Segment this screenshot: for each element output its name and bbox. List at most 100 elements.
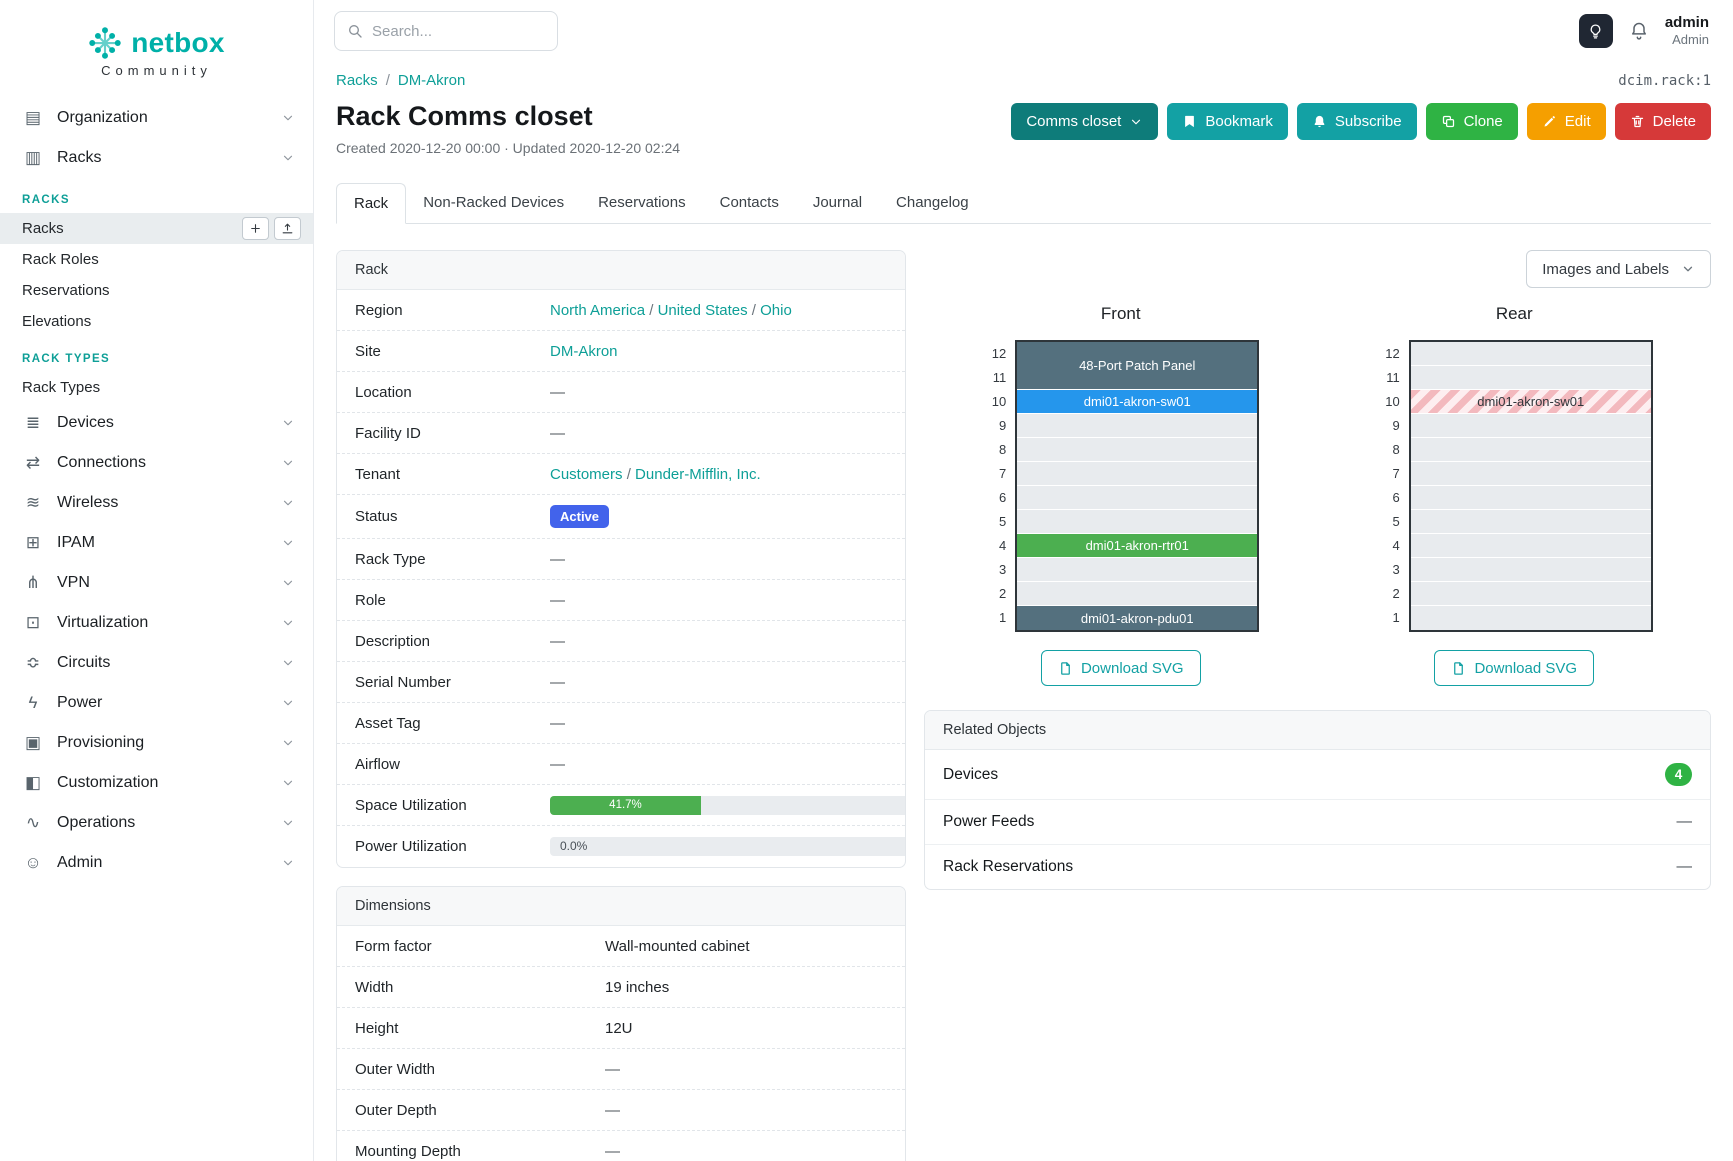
value-link[interactable]: Dunder-Mifflin, Inc. bbox=[635, 465, 761, 483]
tab-rack[interactable]: Rack bbox=[336, 183, 407, 224]
count-badge: 4 bbox=[1665, 763, 1692, 786]
empty-value: — bbox=[605, 1060, 620, 1078]
rack-unit-empty[interactable] bbox=[1410, 534, 1651, 558]
sidebar-item-organization[interactable]: ▤ Organization bbox=[0, 98, 313, 138]
breadcrumb-dm-akron[interactable]: DM-Akron bbox=[397, 72, 466, 89]
attr-value: — bbox=[550, 384, 565, 401]
value-link[interactable]: DM-Akron bbox=[550, 342, 618, 360]
attr-value: — bbox=[550, 674, 565, 691]
rack-unit-empty[interactable] bbox=[1410, 486, 1651, 510]
comms-closet-button[interactable]: Comms closet bbox=[1011, 103, 1159, 140]
attr-row-airflow: Airflow — bbox=[337, 744, 905, 785]
rack-unit-empty[interactable] bbox=[1410, 510, 1651, 534]
rack-unit-dmi01-akron-pdu01[interactable]: dmi01-akron-pdu01 bbox=[1017, 606, 1258, 630]
rack-unit-empty[interactable] bbox=[1017, 486, 1258, 510]
add-button[interactable] bbox=[242, 217, 269, 240]
sidebar-item-devices[interactable]: ≣ Devices bbox=[0, 403, 313, 443]
related-row-devices[interactable]: Devices 4 bbox=[925, 750, 1710, 800]
attr-value: DM-Akron bbox=[550, 343, 618, 360]
rack-unit-empty[interactable] bbox=[1017, 582, 1258, 606]
power-icon: ϟ bbox=[28, 693, 38, 712]
sidebar-item-admin[interactable]: ☺ Admin bbox=[0, 843, 313, 883]
sidebar-item-racks[interactable]: ▥ Racks bbox=[0, 138, 313, 178]
rack-unit-empty[interactable] bbox=[1017, 462, 1258, 486]
sidebar-item-reservations[interactable]: Reservations bbox=[0, 275, 313, 306]
sidebar-item-rack-types[interactable]: Rack Types bbox=[0, 372, 313, 403]
tab-journal[interactable]: Journal bbox=[796, 183, 879, 224]
dimensions-card: Dimensions Form factor Wall-mounted cabi… bbox=[336, 886, 906, 1161]
sidebar-item-connections[interactable]: ⇄ Connections bbox=[0, 443, 313, 483]
attr-value: Wall-mounted cabinet bbox=[605, 938, 750, 955]
clone-button[interactable]: Clone bbox=[1425, 103, 1518, 140]
sidebar-item-vpn[interactable]: ⋔ VPN bbox=[0, 563, 313, 603]
search-box[interactable] bbox=[334, 11, 571, 51]
value-link[interactable]: United States bbox=[657, 301, 748, 319]
rack-unit-dmi01-akron-rtr01[interactable]: dmi01-akron-rtr01 bbox=[1017, 534, 1258, 558]
images-and-labels-label: Images and Labels bbox=[1542, 260, 1669, 278]
sidebar-item-virtualization[interactable]: ⊡ Virtualization bbox=[0, 603, 313, 643]
rack-elevation-rear: Rear 12 11 10 9 8 7 6 5 4 3 2 1 dmi01-akron-sw01 Do… bbox=[1376, 304, 1653, 686]
rack-unit-empty[interactable] bbox=[1017, 558, 1258, 582]
chevron-down-icon bbox=[281, 656, 295, 670]
bookmark-button[interactable]: Bookmark bbox=[1167, 103, 1288, 140]
rack-unit-empty[interactable] bbox=[1410, 606, 1651, 630]
rack-unit-empty[interactable] bbox=[1410, 558, 1651, 582]
rack-unit-empty[interactable] bbox=[1410, 438, 1651, 462]
user-menu[interactable]: admin Admin bbox=[1665, 14, 1709, 49]
related-row-power-feeds[interactable]: Power Feeds — bbox=[925, 800, 1710, 845]
button-label: Download SVG bbox=[1474, 659, 1578, 677]
value-link[interactable]: Customers bbox=[550, 465, 623, 483]
value-text: 19 inches bbox=[605, 978, 670, 996]
sidebar-item-customization[interactable]: ◧ Customization bbox=[0, 763, 313, 803]
tab-contacts[interactable]: Contacts bbox=[703, 183, 796, 224]
rack-unit-empty[interactable] bbox=[1410, 366, 1651, 390]
rack-unit-48-port-patch-panel[interactable]: 48-Port Patch Panel bbox=[1017, 342, 1258, 390]
edit-button[interactable]: Edit bbox=[1526, 103, 1606, 140]
rack-unit-empty[interactable] bbox=[1410, 462, 1651, 486]
attr-label: Power Utilization bbox=[355, 838, 467, 855]
rack-unit-empty[interactable] bbox=[1410, 342, 1651, 366]
rack-unit-empty[interactable] bbox=[1017, 510, 1258, 534]
download-svg-button[interactable]: Download SVG bbox=[1434, 650, 1595, 686]
download-svg-button[interactable]: Download SVG bbox=[1040, 650, 1201, 686]
related-row-rack-reservations[interactable]: Rack Reservations — bbox=[925, 845, 1710, 889]
subscribe-button[interactable]: Subscribe bbox=[1296, 103, 1417, 140]
import-button[interactable] bbox=[274, 217, 301, 240]
breadcrumb-racks[interactable]: Racks bbox=[336, 72, 378, 89]
sidebar-item-operations[interactable]: ∿ Operations bbox=[0, 803, 313, 843]
images-and-labels-dropdown[interactable]: Images and Labels bbox=[1526, 250, 1711, 288]
theme-toggle-button[interactable] bbox=[1578, 14, 1613, 48]
action-buttons: Comms closet Bookmark Subscribe Clone Edit De… bbox=[1011, 103, 1711, 140]
sidebar-item-rack-roles[interactable]: Rack Roles bbox=[0, 244, 313, 275]
delete-button[interactable]: Delete bbox=[1614, 103, 1711, 140]
unit-number: 1 bbox=[1392, 610, 1400, 625]
sidebar-section-header: RACKS bbox=[22, 194, 70, 206]
sidebar-item-label: Operations bbox=[57, 814, 136, 831]
rack-unit-dmi01-akron-sw01[interactable]: dmi01-akron-sw01 bbox=[1017, 390, 1258, 414]
sidebar-item-circuits[interactable]: ≎ Circuits bbox=[0, 643, 313, 683]
tab-reservations[interactable]: Reservations bbox=[581, 183, 703, 224]
sidebar-item-provisioning[interactable]: ▣ Provisioning bbox=[0, 723, 313, 763]
racks-icon: ▥ bbox=[24, 148, 42, 167]
sidebar-item-elevations[interactable]: Elevations bbox=[0, 306, 313, 337]
rack-unit-empty[interactable] bbox=[1410, 582, 1651, 606]
rack-unit-dmi01-akron-sw01[interactable]: dmi01-akron-sw01 bbox=[1410, 390, 1651, 414]
sidebar-item-label: Virtualization bbox=[57, 614, 149, 631]
sidebar-item-label: Power bbox=[57, 694, 103, 711]
sidebar-item-power[interactable]: ϟ Power bbox=[0, 683, 313, 723]
sidebar-item-racks[interactable]: Racks bbox=[0, 213, 313, 244]
rack-unit-empty[interactable] bbox=[1017, 438, 1258, 462]
tab-changelog[interactable]: Changelog bbox=[879, 183, 986, 224]
tab-non-racked-devices[interactable]: Non-Racked Devices bbox=[406, 183, 581, 224]
netbox-logo[interactable]: netbox Community bbox=[0, 16, 313, 82]
notifications-bell-icon[interactable] bbox=[1629, 21, 1649, 41]
sidebar-item-ipam[interactable]: ⊞ IPAM bbox=[0, 523, 313, 563]
sidebar-item-wireless[interactable]: ≋ Wireless bbox=[0, 483, 313, 523]
value-link[interactable]: Ohio bbox=[760, 301, 792, 319]
devices-icon: ≣ bbox=[25, 413, 41, 432]
value-link[interactable]: North America bbox=[550, 301, 646, 319]
rack-unit-empty[interactable] bbox=[1410, 414, 1651, 438]
tab-label: Journal bbox=[812, 194, 863, 211]
search-input[interactable] bbox=[372, 22, 571, 40]
rack-unit-empty[interactable] bbox=[1017, 414, 1258, 438]
